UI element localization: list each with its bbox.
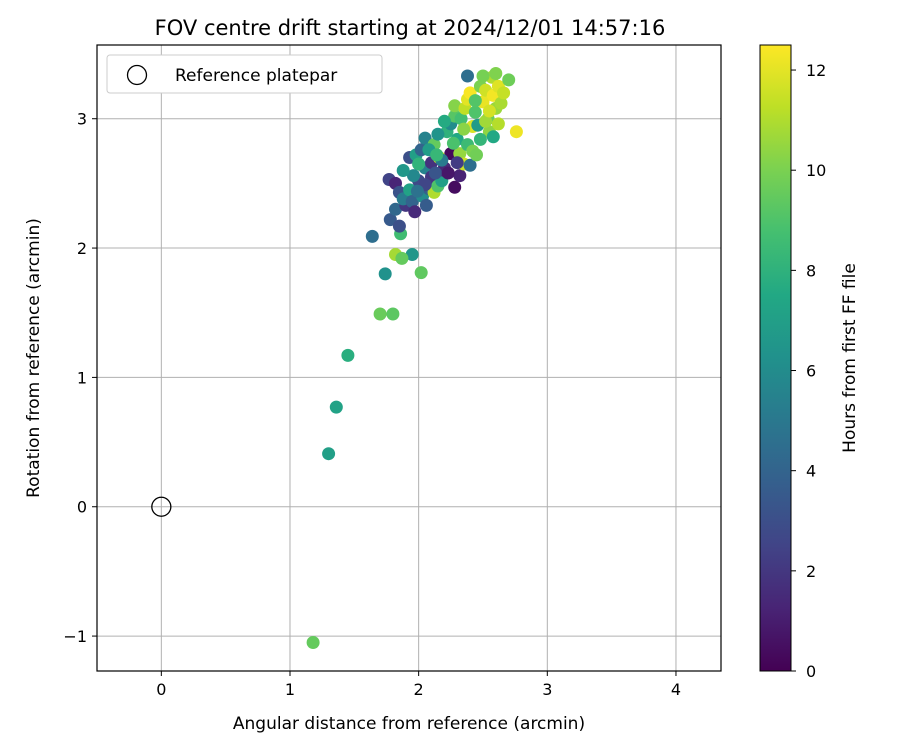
scatter-point: [405, 248, 419, 261]
scatter-point: [437, 114, 451, 128]
data-points: [306, 67, 523, 649]
colorbar-tick-label: 4: [806, 462, 816, 481]
scatter-point: [383, 213, 397, 227]
scatter-point: [454, 112, 468, 126]
scatter-point: [453, 169, 467, 183]
scatter-point: [322, 447, 336, 461]
x-axis-ticks: 0 1 2 3 4: [156, 671, 681, 699]
scatter-point: [396, 164, 410, 177]
y-tick-label: 1: [77, 368, 87, 387]
chart-title: FOV centre drift starting at 2024/12/01 …: [155, 16, 666, 40]
scatter-point: [395, 251, 409, 265]
scatter-point: [446, 136, 460, 150]
scatter-point: [431, 127, 445, 141]
y-tick-label: −1: [63, 627, 87, 646]
reference-platepar-marker: [151, 496, 172, 517]
scatter-point: [473, 132, 487, 146]
scatter-point: [502, 73, 516, 87]
scatter-point: [306, 636, 320, 649]
scatter-point: [482, 104, 496, 118]
colorbar-gradient: [759, 44, 792, 672]
y-tick-label: 2: [77, 239, 87, 258]
scatter-point: [444, 147, 458, 161]
colorbar-tick-label: 12: [806, 61, 826, 80]
x-tick-label: 3: [542, 680, 552, 699]
x-tick-label: 4: [671, 680, 681, 699]
scatter-point: [392, 219, 406, 233]
scatter-point: [407, 169, 420, 183]
scatter-point: [494, 96, 508, 110]
scatter-point: [410, 184, 424, 198]
scatter-point: [497, 86, 511, 100]
y-axis-label: Rotation from reference (arcmin): [24, 218, 44, 498]
scatter-point: [448, 99, 462, 113]
scatter-point: [448, 180, 462, 194]
scatter-point: [457, 122, 471, 136]
x-axis-label: Angular distance from reference (arcmin): [233, 714, 585, 734]
scatter-point: [428, 166, 442, 180]
scatter-point: [441, 166, 455, 180]
x-tick-label: 1: [285, 680, 295, 699]
colorbar-label: Hours from first FF file: [840, 263, 860, 453]
colorbar-tick-label: 8: [806, 261, 816, 280]
scatter-point: [365, 229, 379, 243]
colorbar-tick-label: 10: [806, 161, 826, 180]
scatter-point: [341, 348, 355, 362]
scatter-point: [463, 158, 477, 172]
colorbar: 0 2 4 6 8 10 12 Hours from first FF file: [759, 44, 860, 681]
x-tick-label: 0: [156, 680, 166, 699]
y-axis-ticks: −1 0 1 2 3: [63, 110, 97, 646]
colorbar-tick-label: 2: [806, 562, 816, 581]
scatter-point: [329, 400, 343, 414]
colorbar-tick-label: 6: [806, 362, 816, 381]
scatter-point: [408, 205, 422, 219]
scatter-point: [419, 198, 433, 212]
grid-lines: [97, 45, 721, 671]
scatter-point: [418, 131, 432, 145]
scatter-point: [373, 307, 387, 321]
scatter-point: [470, 148, 483, 162]
scatter-point: [468, 105, 482, 119]
scatter-point: [430, 148, 444, 162]
legend-entry: Reference platepar: [175, 66, 337, 86]
legend-box: [106, 54, 383, 94]
legend: Reference platepar: [106, 54, 383, 94]
colorbar-tick-label: 0: [806, 662, 816, 681]
scatter-point: [479, 114, 493, 128]
scatter-point: [414, 266, 428, 280]
scatter-point: [450, 156, 464, 170]
scatter-point: [378, 267, 392, 281]
scatter-point: [509, 125, 523, 139]
plot-frame: [96, 44, 722, 672]
colorbar-ticks: 0 2 4 6 8 10 12: [791, 61, 826, 681]
scatter-point: [405, 195, 419, 208]
scatter-point: [491, 117, 505, 131]
scatter-point: [476, 69, 490, 83]
y-tick-label: 3: [77, 110, 87, 129]
scatter-point: [461, 69, 474, 83]
reference-marker: [151, 496, 172, 517]
y-tick-label: 0: [77, 498, 87, 517]
scatter-point: [468, 94, 482, 108]
scatter-point: [412, 157, 426, 171]
scatter-point: [489, 67, 503, 80]
scatter-point: [386, 307, 400, 321]
scatter-point: [486, 130, 500, 144]
scatter-point: [389, 202, 402, 216]
x-tick-label: 2: [414, 680, 424, 699]
legend-marker-icon: [126, 64, 148, 86]
